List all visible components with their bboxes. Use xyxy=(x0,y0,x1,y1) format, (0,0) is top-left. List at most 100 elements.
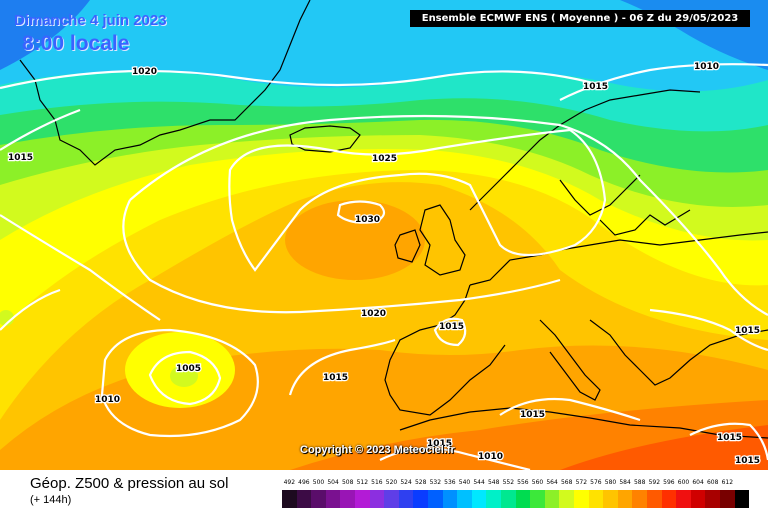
scale-swatch-492 xyxy=(282,490,297,508)
forecast-date: Dimanche 4 juin 2023 xyxy=(14,12,167,29)
isobar-1015-levant xyxy=(689,422,768,461)
isobar-label-1010-azores: 1010 xyxy=(95,395,120,405)
scale-swatch-576 xyxy=(588,490,604,508)
scale-swatch-548 xyxy=(486,490,501,508)
scale-label-508: 508 xyxy=(341,479,354,486)
isobar-1025 xyxy=(228,128,607,272)
isobar-label-1010-africa: 1010 xyxy=(478,452,503,462)
isobar-label-1005-low: 1005 xyxy=(176,364,201,374)
coast-britain xyxy=(419,204,466,276)
isobar-1015-greenland xyxy=(0,108,81,151)
isobar-label-1015-black-sea: 1015 xyxy=(735,326,760,336)
isobar-label-1015-iberia: 1015 xyxy=(323,373,348,383)
scale-label-544: 544 xyxy=(473,479,485,486)
isobar-label-1030-high: 1030 xyxy=(355,215,380,225)
scale-swatch-508 xyxy=(340,490,355,508)
scale-swatch-528 xyxy=(413,490,428,508)
scale-swatch-612 xyxy=(720,490,735,508)
scale-label-564: 564 xyxy=(546,479,558,486)
scale-label-540: 540 xyxy=(458,479,471,486)
scale-swatch-592 xyxy=(647,490,662,508)
scale-swatch-572 xyxy=(574,490,589,508)
scale-swatch-568 xyxy=(559,490,574,508)
scale-label-528: 528 xyxy=(414,479,427,486)
isobar-1020 xyxy=(122,114,768,316)
isobar-1020-north xyxy=(0,69,601,90)
scale-label-492: 492 xyxy=(283,479,296,486)
coast-iceland xyxy=(289,125,361,153)
scale-label-496: 496 xyxy=(298,479,310,486)
legend-subtitle: (+ 144h) xyxy=(30,494,72,506)
isobar-label-1015-greenland: 1015 xyxy=(8,153,33,163)
scale-label-520: 520 xyxy=(385,479,398,486)
scale-label-532: 532 xyxy=(429,479,442,486)
scale-label-524: 524 xyxy=(400,479,412,486)
copyright-notice: Copyright © 2023 Meteociel.fr xyxy=(300,444,455,456)
scale-label-584: 584 xyxy=(619,479,631,486)
scale-swatch-536 xyxy=(442,490,458,508)
isobar-label-1015-france: 1015 xyxy=(439,322,464,332)
scale-label-560: 560 xyxy=(531,479,544,486)
scale-label-596: 596 xyxy=(663,479,675,486)
isobar-1015-west xyxy=(0,214,161,321)
isobar-label-1020-north: 1020 xyxy=(132,67,157,77)
isobar-1015-med xyxy=(499,397,641,422)
scale-swatch-584 xyxy=(617,490,633,508)
model-run-header: Ensemble ECMWF ENS ( Moyenne ) - 06 Z du… xyxy=(410,10,750,27)
scale-label-536: 536 xyxy=(444,479,456,486)
scale-label-504: 504 xyxy=(327,479,339,486)
scale-swatch-500 xyxy=(311,490,326,508)
scale-swatch-524 xyxy=(398,490,414,508)
isobar-1010-africa xyxy=(379,447,531,470)
isobar-1015-france xyxy=(433,317,467,347)
scale-label-552: 552 xyxy=(502,479,515,486)
isobar-label-1015-med: 1015 xyxy=(520,410,545,420)
scale-swatch-596 xyxy=(661,490,677,508)
scale-label-548: 548 xyxy=(487,479,500,486)
coast-ireland xyxy=(394,229,421,263)
scale-label-556: 556 xyxy=(517,479,529,486)
isobar-1005-low xyxy=(148,350,222,406)
isobar-1030 xyxy=(336,200,386,224)
coast-italy xyxy=(539,319,601,401)
isobar-labels: 1020 1015 1015 1010 1025 1030 1020 1015 … xyxy=(7,61,762,468)
isobar-label-1015-levant: 1015 xyxy=(735,456,760,466)
geopotential-map: 1020 1015 1015 1010 1025 1030 1020 1015 … xyxy=(0,0,768,470)
scale-swatch-512 xyxy=(355,490,370,508)
scale-label-612: 612 xyxy=(721,479,734,486)
scale-label-580: 580 xyxy=(604,479,617,486)
scale-swatch-516 xyxy=(369,490,385,508)
legend-title: Géop. Z500 & pression au sol xyxy=(30,475,229,492)
scale-swatch-496 xyxy=(296,490,312,508)
scale-swatch-564 xyxy=(544,490,560,508)
z500-band-red xyxy=(560,425,768,470)
z500-band-blue-nw xyxy=(0,0,90,70)
scale-swatch-608 xyxy=(705,490,720,508)
isobar-1015-south xyxy=(0,288,61,331)
isobar-label-1025: 1025 xyxy=(372,154,397,164)
isobar-label-1015-east-med: 1015 xyxy=(717,433,742,443)
legend-footer: Géop. Z500 & pression au sol (+ 144h) 49… xyxy=(0,470,768,512)
forecast-time: 8:00 locale xyxy=(22,32,130,55)
scale-label-608: 608 xyxy=(706,479,719,486)
coast-baltic xyxy=(599,209,691,236)
scale-label-592: 592 xyxy=(648,479,661,486)
isobar-1015-east xyxy=(649,308,768,352)
scale-swatch-604 xyxy=(690,490,706,508)
scale-label-516: 516 xyxy=(371,479,383,486)
z500-cutoff-low-inner xyxy=(170,365,198,387)
isobar-label-1015-norway: 1015 xyxy=(583,82,608,92)
scale-swatch-544 xyxy=(471,490,487,508)
scale-swatch-600 xyxy=(676,490,691,508)
isobars xyxy=(0,63,768,470)
scale-swatch-580 xyxy=(603,490,618,508)
scale-swatch-504 xyxy=(325,490,341,508)
isobar-label-1010-barents: 1010 xyxy=(694,62,719,72)
isobar-label-1015-africa: 1015 xyxy=(427,439,452,449)
coast-europe-west xyxy=(469,231,768,286)
scale-swatch-560 xyxy=(530,490,545,508)
scale-swatch-588 xyxy=(632,490,647,508)
scale-swatch-520 xyxy=(384,490,399,508)
isobar-1015-iberia xyxy=(288,338,396,396)
